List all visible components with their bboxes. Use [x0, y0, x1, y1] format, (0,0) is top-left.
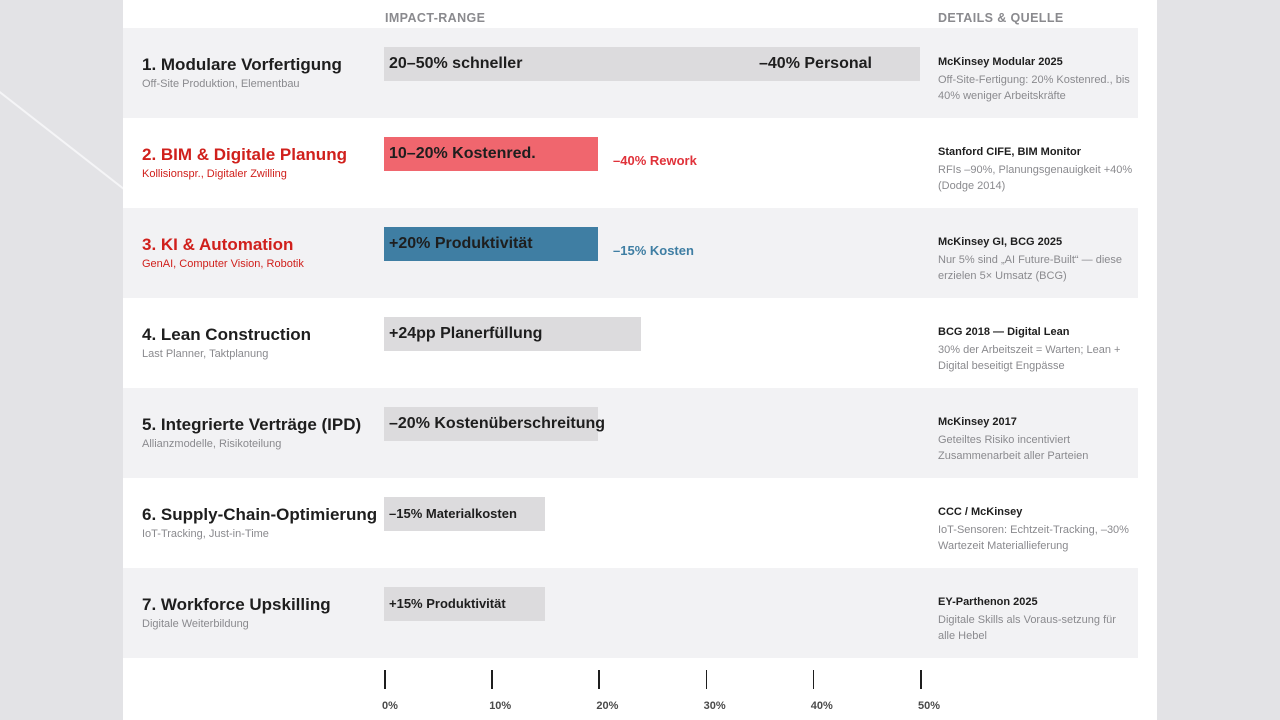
- lever-title: 5. Integrierte Verträge (IPD): [142, 415, 362, 434]
- axis-tick-label: 0%: [382, 700, 398, 712]
- lever-subtitle: Kollisionspr., Digitaler Zwilling: [142, 168, 287, 180]
- axis-tick: [491, 670, 493, 689]
- source-title: CCC / McKinsey: [938, 506, 1023, 518]
- impact-bar: [384, 47, 920, 81]
- slide-page: IMPACT-RANGE DETAILS & QUELLE 1. Modular…: [123, 0, 1157, 720]
- details-source-header: DETAILS & QUELLE: [938, 11, 1064, 25]
- impact-bar-label: 20–50% schneller: [389, 55, 523, 72]
- lever-row-bim: 2. BIM & Digitale Planung Kollisionspr.,…: [123, 118, 1138, 208]
- impact-bar-label: –15% Materialkosten: [389, 506, 517, 521]
- background-decoration: [0, 60, 134, 198]
- lever-subtitle: Off-Site Produktion, Elementbau: [142, 78, 300, 90]
- axis-tick-label: 50%: [918, 700, 941, 712]
- source-title: BCG 2018 — Digital Lean: [938, 326, 1070, 338]
- source-detail: Digitale Skills als Voraus-setzung für a…: [938, 614, 1116, 642]
- lever-subtitle: Digitale Weiterbildung: [142, 618, 249, 630]
- source-detail: RFIs –90%, Planungsgenauigkeit +40% (Dod…: [938, 164, 1133, 192]
- lever-row-supply-chain: 6. Supply-Chain-Optimierung IoT-Tracking…: [123, 478, 1138, 568]
- axis-tick: [812, 670, 815, 689]
- lever-title: 3. KI & Automation: [142, 235, 294, 254]
- impact-extra-label: –40% Rework: [613, 153, 697, 168]
- impact-bar: [384, 317, 642, 351]
- lever-title: 2. BIM & Digitale Planung: [142, 145, 347, 164]
- source-title: Stanford CIFE, BIM Monitor: [938, 146, 1081, 158]
- axis-tick: [920, 670, 922, 689]
- axis-tick-label: 10%: [489, 700, 512, 712]
- impact-bar: [384, 137, 599, 171]
- lever-title: 7. Workforce Upskilling: [142, 595, 331, 614]
- source-detail: 30% der Arbeitszeit = Warten; Lean + Dig…: [938, 344, 1121, 372]
- source-title: McKinsey 2017: [938, 416, 1017, 428]
- impact-bar: [384, 497, 545, 531]
- impact-bar: [384, 587, 545, 621]
- source-title: EY-Parthenon 2025: [938, 596, 1038, 608]
- source-detail: IoT-Sensoren: Echtzeit-Tracking, –30% Wa…: [938, 524, 1129, 552]
- lever-row-modular: 1. Modulare Vorfertigung Off-Site Produk…: [123, 28, 1138, 118]
- source-title: McKinsey GI, BCG 2025: [938, 236, 1063, 248]
- lever-row-ipd: 5. Integrierte Verträge (IPD) Allianzmod…: [123, 388, 1138, 478]
- axis-tick-label: 30%: [703, 700, 726, 712]
- lever-row-upskilling: 7. Workforce Upskilling Digitale Weiterb…: [123, 568, 1138, 658]
- lever-subtitle: GenAI, Computer Vision, Robotik: [142, 258, 304, 270]
- axis-tick: [384, 670, 386, 689]
- impact-bar-label: +15% Produktivität: [389, 596, 506, 611]
- impact-bar-label: –20% Kostenüberschreitung: [389, 415, 606, 432]
- impact-range-header: IMPACT-RANGE: [385, 11, 486, 25]
- axis-tick: [598, 670, 600, 689]
- source-title: McKinsey Modular 2025: [938, 56, 1063, 68]
- axis-tick-label: 20%: [596, 700, 619, 712]
- impact-bar-label: +20% Produktivität: [389, 235, 533, 252]
- lever-title: 4. Lean Construction: [142, 325, 312, 344]
- lever-title: 6. Supply-Chain-Optimierung: [142, 505, 378, 524]
- lever-row-ai: 3. KI & Automation GenAI, Computer Visio…: [123, 208, 1138, 298]
- axis-tick-label: 40%: [810, 700, 833, 712]
- lever-subtitle: Allianzmodelle, Risikoteilung: [142, 438, 282, 450]
- impact-bar-label-secondary: –40% Personal: [759, 55, 872, 72]
- impact-bar: [384, 407, 599, 441]
- source-detail: Nur 5% sind „AI Future-Built“ — diese er…: [938, 254, 1123, 282]
- source-detail: Geteiltes Risiko incentiviert Zusammenar…: [938, 434, 1089, 462]
- lever-title: 1. Modulare Vorfertigung: [142, 55, 342, 74]
- x-axis: 0% 10% 20% 30% 40% 50%: [123, 660, 1157, 720]
- source-detail: Off-Site-Fertigung: 20% Kostenred., bis …: [938, 74, 1130, 102]
- lever-row-lean: 4. Lean Construction Last Planner, Taktp…: [123, 298, 1138, 388]
- lever-subtitle: Last Planner, Taktplanung: [142, 348, 269, 360]
- impact-extra-label: –15% Kosten: [613, 243, 694, 258]
- impact-bar-label: +24pp Planerfüllung: [389, 325, 543, 342]
- lever-subtitle: IoT-Tracking, Just-in-Time: [142, 528, 269, 540]
- impact-bar: [384, 227, 599, 261]
- axis-tick: [705, 670, 708, 689]
- impact-bar-label: 10–20% Kostenred.: [389, 145, 536, 162]
